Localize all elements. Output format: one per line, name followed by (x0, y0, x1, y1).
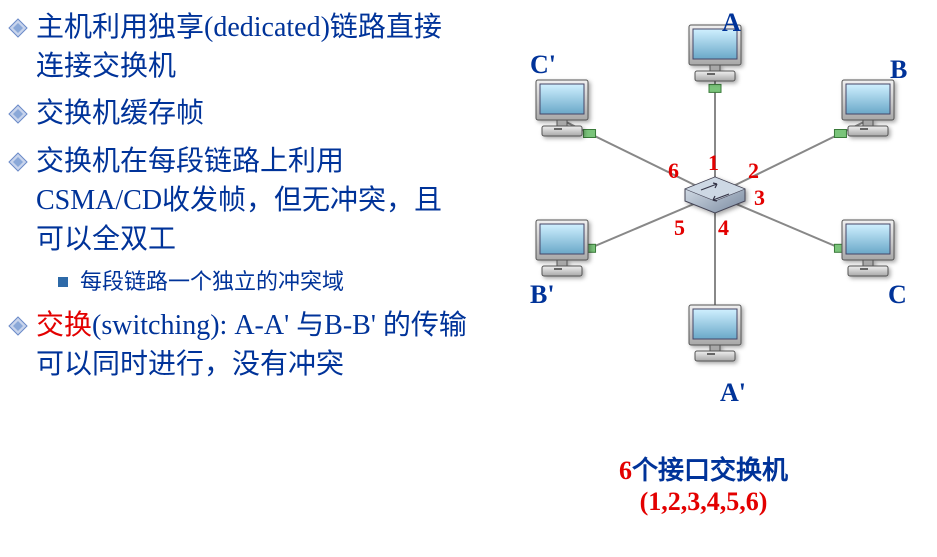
bullet-text-3: 交换机在每段链路上利用CSMA/CD收发帧，但无冲突，且可以全双工 (36, 142, 468, 260)
bullet-item-2: 交换机缓存帧 (8, 94, 468, 133)
host-label-B: B (890, 55, 907, 85)
sub-bullet-item-1: 每段链路一个独立的冲突域 (58, 267, 468, 298)
caption-rest: 个接口交换机 (632, 456, 788, 485)
port-label-6: 6 (668, 158, 679, 184)
caption-line-2: (1,2,3,4,5,6) (470, 487, 937, 517)
square-bullet-icon (58, 277, 68, 287)
bullet-text-4: 交换(switching): A-A' 与B-B' 的传输可以同时进行，没有冲突 (36, 306, 468, 384)
diamond-bullet-icon (8, 316, 28, 336)
host-B (842, 80, 894, 136)
host-Bp (536, 220, 588, 276)
host-label-C: C (888, 280, 907, 310)
host-label-Bp: B' (530, 280, 555, 310)
diamond-bullet-icon (8, 104, 28, 124)
diagram-caption: 6个接口交换机 (1,2,3,4,5,6) (470, 450, 937, 517)
port-label-1: 1 (708, 150, 719, 176)
bullet-item-3: 交换机在每段链路上利用CSMA/CD收发帧，但无冲突，且可以全双工 (8, 142, 468, 260)
caption-line-1: 6个接口交换机 (470, 450, 937, 487)
bullet-text-2: 交换机缓存帧 (36, 94, 204, 133)
bullet-list: 主机利用独享(dedicated)链路直接连接交换机 交换机缓存帧 交换机在每段… (8, 8, 468, 392)
sub-bullet-text-1: 每段链路一个独立的冲突域 (80, 267, 344, 298)
bullet-text-1: 主机利用独享(dedicated)链路直接连接交换机 (36, 8, 468, 86)
bullet-4-blue: (switching): A-A' 与B-B' 的传输可以同时进行，没有冲突 (36, 310, 467, 380)
switch-icon (685, 177, 745, 213)
bullet-item-4: 交换(switching): A-A' 与B-B' 的传输可以同时进行，没有冲突 (8, 306, 468, 384)
port-label-5: 5 (674, 215, 685, 241)
host-label-Cp: C' (530, 50, 556, 80)
diamond-bullet-icon (8, 152, 28, 172)
port-label-3: 3 (754, 185, 765, 211)
bullet-item-1: 主机利用独享(dedicated)链路直接连接交换机 (8, 8, 468, 86)
host-label-Ap: A' (720, 378, 746, 408)
port-label-2: 2 (748, 158, 759, 184)
host-Ap (689, 305, 741, 361)
network-diagram: A1B2C3A'4B'5C'6 6个接口交换机 (1,2,3,4,5,6) (470, 0, 937, 557)
host-label-A: A (722, 8, 741, 38)
caption-6: 6 (619, 456, 632, 485)
diamond-bullet-icon (8, 18, 28, 38)
port-label-4: 4 (718, 215, 729, 241)
host-Cp (536, 80, 588, 136)
host-C (842, 220, 894, 276)
bullet-4-red: 交换 (36, 310, 92, 341)
